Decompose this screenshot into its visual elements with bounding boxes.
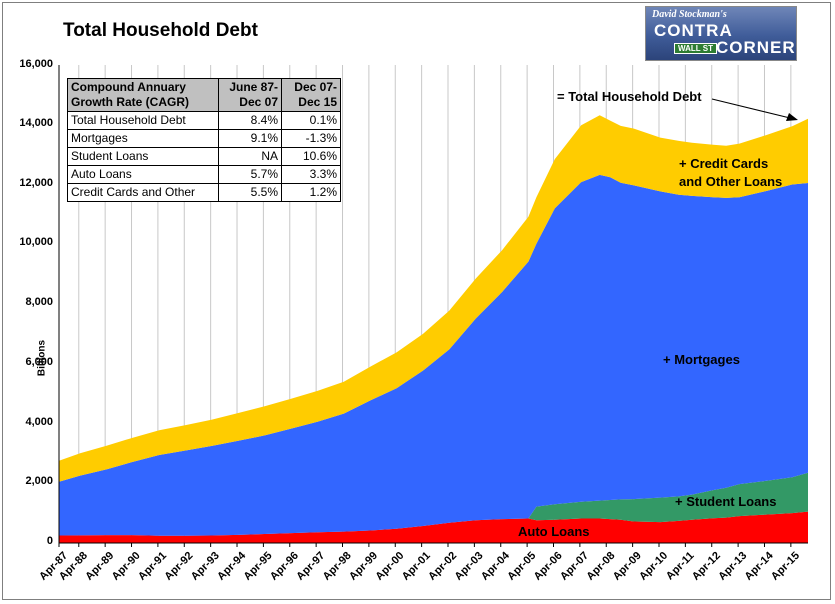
table-cell: 3.3% (281, 165, 341, 184)
table-row: Student Loans NA 10.6% (67, 147, 341, 166)
table-cell: 1.2% (281, 183, 341, 202)
table-cell: Student Loans (67, 147, 219, 166)
total-debt-arrow (711, 98, 791, 119)
contra-corner-logo: David Stockman's CONTRA WALL ST CORNER (645, 6, 797, 61)
y-tick-label: 10,000 (19, 236, 53, 248)
auto-loans-label: Auto Loans (518, 524, 590, 539)
logo-word-corner: CORNER (716, 38, 796, 57)
x-tick-label: Apr-09 (611, 550, 644, 583)
area-series-1 (59, 472, 808, 536)
area-series-3 (59, 115, 808, 482)
x-tick-label: Apr-13 (716, 550, 749, 583)
y-tick-label: 16,000 (19, 58, 53, 70)
stacked-areas (59, 115, 808, 543)
x-tick-label: Apr-08 (584, 550, 617, 583)
x-tick-label: Apr-93 (189, 550, 222, 583)
y-tick-label: 6,000 (25, 356, 53, 368)
chart-title: Total Household Debt (63, 20, 258, 41)
table-header-cell: Compound Annuary Growth Rate (CAGR) (67, 78, 219, 112)
x-tick-label: Apr-05 (505, 550, 538, 583)
x-tick-label: Apr-07 (558, 550, 591, 583)
x-tick-label: Apr-01 (400, 550, 433, 583)
axes (58, 65, 808, 547)
y-tick-label: 0 (46, 535, 53, 547)
logo-word-contra: CONTRA (654, 21, 733, 40)
x-tick-labels: Apr-87Apr-88Apr-89Apr-90Apr-91Apr-92Apr-… (37, 549, 802, 583)
credit-cards-label-line2: and Other Loans (679, 174, 783, 189)
logo-byline: David Stockman's (652, 9, 727, 20)
y-tick-label: 14,000 (19, 117, 53, 129)
y-tick-label: 4,000 (25, 416, 53, 428)
x-tick-label: Apr-02 (426, 550, 459, 583)
total-debt-arrowhead (786, 113, 798, 121)
area-series-2 (59, 174, 808, 536)
table-cell: Credit Cards and Other (67, 183, 219, 202)
table-cell: 5.5% (218, 183, 282, 202)
table-row: Auto Loans 5.7% 3.3% (67, 165, 341, 184)
x-tick-label: Apr-89 (83, 550, 116, 583)
total-debt-annotation: = Total Household Debt (557, 89, 702, 104)
x-tick-label: Apr-15 (769, 550, 802, 583)
y-tick-label: 8,000 (25, 296, 53, 308)
x-tick-label: Apr-97 (294, 550, 327, 583)
table-cell: 5.7% (218, 165, 282, 184)
table-row: Mortgages 9.1% -1.3% (67, 129, 341, 148)
table-cell: 9.1% (218, 129, 282, 148)
logo-street-sign: WALL ST (674, 43, 717, 54)
y-tick-label: 12,000 (19, 177, 53, 189)
x-tick-label: Apr-95 (241, 550, 274, 583)
table-header-cell: Dec 07- Dec 15 (281, 78, 341, 112)
table-row: Total Household Debt 8.4% 0.1% (67, 111, 341, 130)
table-cell: -1.3% (281, 129, 341, 148)
student-loans-label: + Student Loans (675, 494, 777, 509)
x-tick-label: Apr-96 (268, 550, 301, 583)
x-tick-label: Apr-92 (162, 550, 195, 583)
table-cell: 10.6% (281, 147, 341, 166)
x-tick-label: Apr-98 (321, 550, 354, 583)
x-tick-label: Apr-99 (347, 550, 380, 583)
table-cell: NA (218, 147, 282, 166)
table-header-cell: June 87- Dec 07 (218, 78, 282, 112)
annotation-arrow (711, 98, 798, 121)
y-tick-label: 2,000 (25, 475, 53, 487)
table-cell: Auto Loans (67, 165, 219, 184)
cagr-table: Compound Annuary Growth Rate (CAGR) June… (67, 78, 341, 202)
x-tick-label: Apr-06 (532, 550, 565, 583)
y-axis-label: Billions (36, 339, 48, 377)
table-header-row: Compound Annuary Growth Rate (CAGR) June… (67, 78, 341, 112)
x-tick-label: Apr-10 (637, 550, 670, 583)
x-tick-label: Apr-90 (110, 550, 143, 583)
table-cell: Total Household Debt (67, 111, 219, 130)
table-row: Credit Cards and Other 5.5% 1.2% (67, 183, 341, 202)
x-tick-label: Apr-91 (136, 550, 169, 583)
table-cell: 0.1% (281, 111, 341, 130)
mortgages-label: + Mortgages (663, 352, 740, 367)
credit-cards-label: + Credit Cards (679, 156, 769, 171)
area-series-0 (59, 511, 808, 543)
x-tick-label: Apr-12 (690, 550, 723, 583)
x-tick-label: Apr-03 (452, 550, 485, 583)
x-tick-label: Apr-00 (373, 550, 406, 583)
table-cell: Mortgages (67, 129, 219, 148)
table-cell: 8.4% (218, 111, 282, 130)
